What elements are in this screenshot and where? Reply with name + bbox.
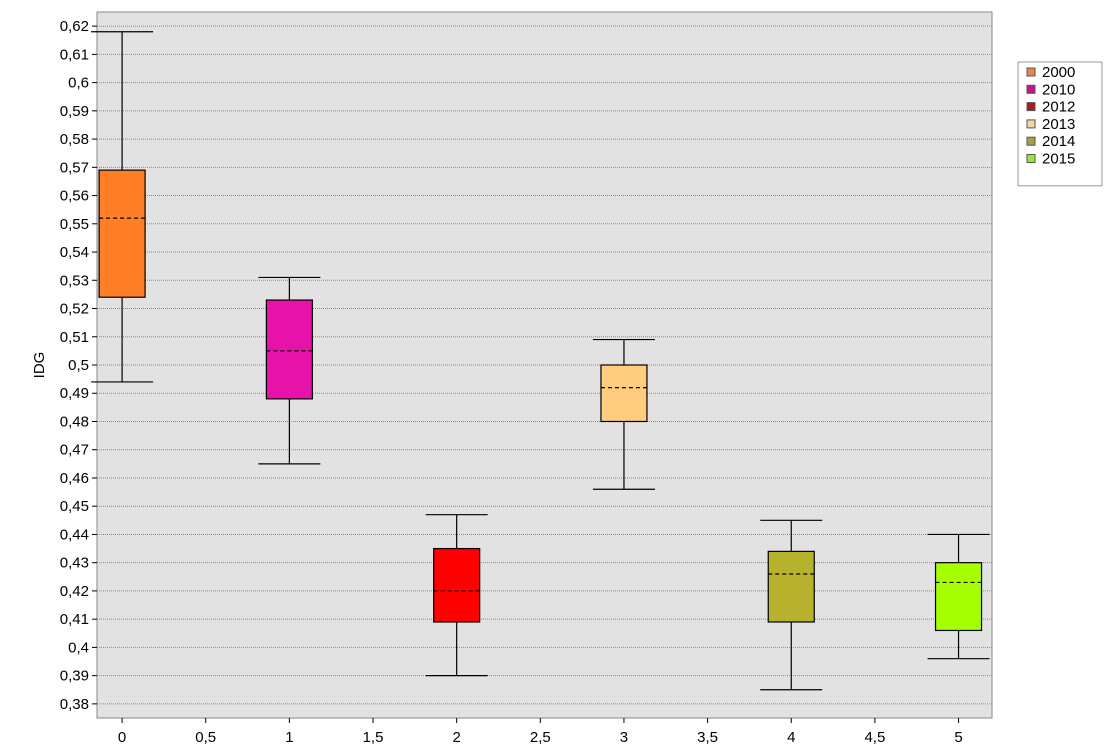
box-series (91, 31, 990, 691)
y-tick-label: 0,62 (60, 18, 89, 35)
x-tick-label: 4,5 (864, 729, 885, 746)
x-tick-label: 3 (620, 729, 628, 746)
y-tick-label: 0,43 (60, 555, 89, 572)
box-2015 (927, 533, 990, 660)
y-tick-label: 0,38 (60, 696, 89, 713)
y-tick-label: 0,51 (60, 329, 89, 346)
iqr-box (767, 550, 815, 623)
y-tick-label: 0,57 (60, 159, 89, 176)
box-2012 (425, 514, 488, 677)
iqr-box (98, 169, 146, 298)
box-2010 (258, 276, 321, 465)
x-tick-label: 0 (118, 729, 126, 746)
iqr-box (600, 364, 648, 423)
y-tick-label: 0,59 (60, 103, 89, 120)
y-tick-label: 0,52 (60, 301, 89, 318)
x-tick-label: 5 (954, 729, 962, 746)
x-tick-label: 0,5 (195, 729, 216, 746)
y-tick-label: 0,4 (68, 639, 89, 656)
y-axis-title: IDG (31, 352, 48, 379)
x-tick-label: 3,5 (697, 729, 718, 746)
x-axis: 0 0,5 1 1,5 2 2,5 3 3,5 4 4,5 5 (118, 718, 963, 746)
legend-label: 2000 (1042, 64, 1075, 81)
x-tick-label: 2 (453, 729, 461, 746)
y-tick-label: 0,55 (60, 216, 89, 233)
legend-label: 2012 (1042, 99, 1075, 116)
y-tick-label: 0,53 (60, 272, 89, 289)
y-tick-label: 0,41 (60, 611, 89, 628)
y-tick-label: 0,44 (60, 526, 89, 543)
legend-label: 2010 (1042, 81, 1075, 98)
legend-swatch (1026, 136, 1036, 146)
legend-swatch (1026, 84, 1036, 94)
y-axis: 0,38 0,39 0,4 0,41 0,42 0,43 0,44 0,45 0,46 0,47 0… (60, 18, 97, 713)
legend-swatch (1026, 119, 1036, 129)
x-tick-label: 2,5 (530, 729, 551, 746)
y-tick-label: 0,47 (60, 442, 89, 459)
y-tick-label: 0,58 (60, 131, 89, 148)
box-2014 (760, 519, 823, 691)
iqr-box (433, 547, 481, 623)
y-tick-label: 0,5 (68, 357, 89, 374)
y-tick-label: 0,46 (60, 470, 89, 487)
y-tick-label: 0,54 (60, 244, 89, 261)
iqr-box (265, 299, 313, 400)
legend-label: 2015 (1042, 151, 1075, 168)
legend-label: 2013 (1042, 116, 1075, 133)
y-tick-label: 0,48 (60, 413, 89, 430)
plot-area (96, 11, 993, 719)
legend-swatch (1026, 102, 1036, 112)
y-tick-label: 0,61 (60, 46, 89, 63)
legend-swatch (1026, 67, 1036, 77)
iqr-box (934, 562, 983, 632)
y-tick-label: 0,6 (68, 75, 89, 92)
y-tick-label: 0,42 (60, 583, 89, 600)
y-tick-label: 0,49 (60, 385, 89, 402)
y-tick-label: 0,45 (60, 498, 89, 515)
x-tick-label: 1,5 (363, 729, 384, 746)
y-tick-label: 0,39 (60, 668, 89, 685)
box-2000 (91, 31, 154, 383)
y-tick-label: 0,56 (60, 188, 89, 205)
legend-swatch (1026, 154, 1036, 163)
legend-label: 2014 (1042, 133, 1075, 150)
x-tick-label: 4 (787, 729, 795, 746)
box-2013 (592, 338, 655, 490)
x-tick-label: 1 (285, 729, 293, 746)
